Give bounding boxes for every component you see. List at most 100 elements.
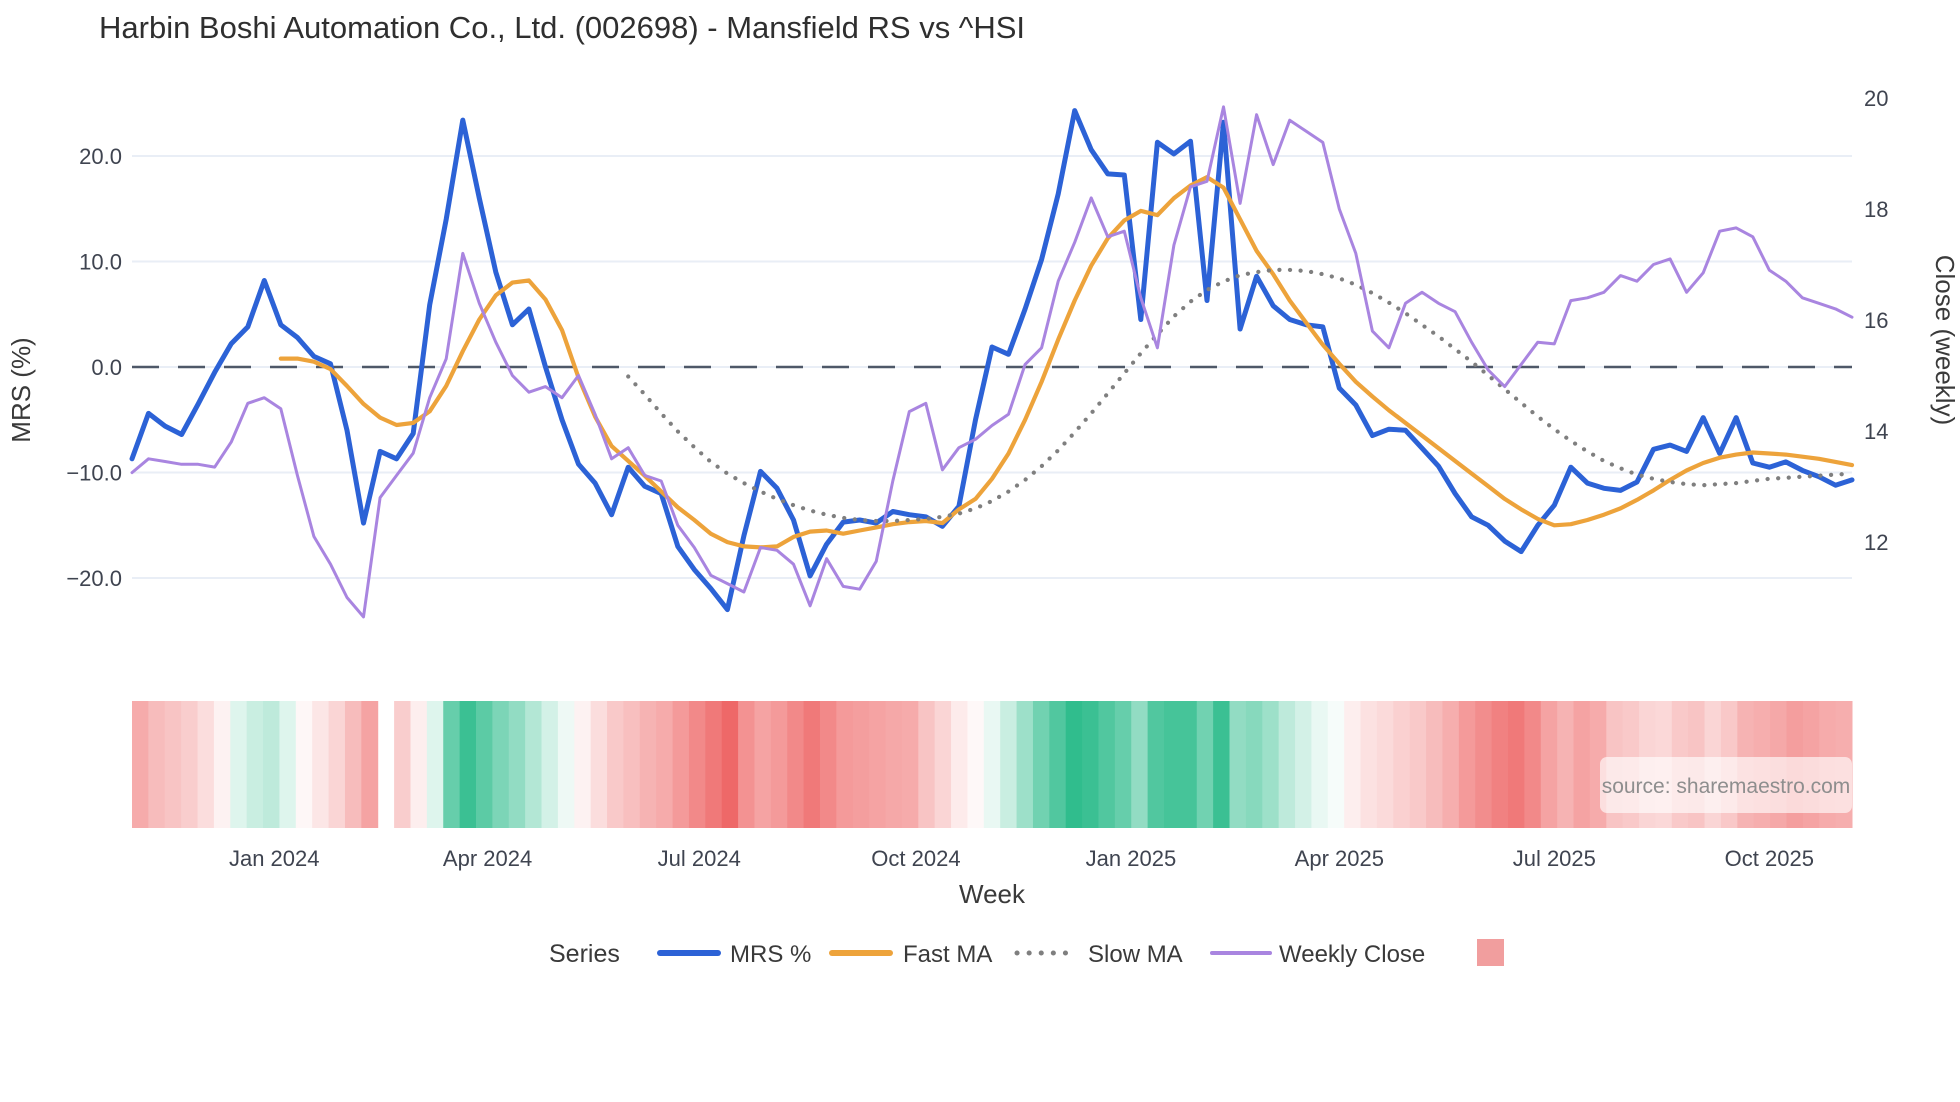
series-lines [129, 105, 1855, 619]
heatmap-cell [1540, 701, 1558, 828]
gridlines [132, 155, 1852, 579]
legend-item-mrs-[interactable]: MRS % [657, 941, 811, 968]
x-tick-label: Apr 2024 [443, 846, 532, 871]
heatmap-cell [1065, 701, 1083, 828]
y2-tick-label: 16 [1864, 308, 1888, 333]
heatmap-cell [361, 701, 379, 828]
heatmap-cell [885, 701, 903, 828]
heatmap-cell [1147, 701, 1165, 828]
heatmap-cell [967, 701, 985, 828]
heatmap-cell [426, 701, 444, 828]
heatmap-cell [476, 701, 493, 828]
heatmap-cell [656, 701, 674, 828]
heatmap-cell [787, 701, 805, 828]
heatmap-cell [1016, 701, 1034, 828]
y-tick-label: 20.0 [79, 144, 122, 169]
series-line-mrs- [129, 108, 1855, 613]
legend-item-label: Weekly Close [1279, 941, 1425, 968]
heatmap-cell [230, 701, 248, 828]
y-tick-label: 0.0 [91, 355, 122, 380]
heatmap-cell [312, 701, 330, 828]
heatmap-cell [1213, 701, 1231, 828]
series-line-fast-ma [278, 175, 1855, 550]
heatmap-cell [246, 701, 264, 828]
heatmap-cell [148, 701, 166, 828]
heatmap-cell [607, 701, 624, 828]
heatmap-cell [1082, 701, 1099, 828]
heatmap-cell [557, 701, 575, 828]
heatmap-cell [574, 701, 592, 828]
heatmap-cell [1491, 701, 1509, 828]
heatmap-cell [1393, 701, 1411, 828]
heatmap-cell [279, 701, 297, 828]
x-tick-label: Jul 2025 [1513, 846, 1596, 871]
legend-item-weekly-close[interactable]: Weekly Close [1210, 941, 1425, 968]
y-tick-label: −10.0 [66, 461, 122, 486]
source-badge-background [1600, 757, 1852, 813]
heatmap-cell [197, 701, 215, 828]
series-line-slow-ma [626, 267, 1855, 524]
heatmap-cell [639, 701, 657, 828]
x-tick-label: Jan 2025 [1086, 846, 1177, 871]
heatmap-cell [181, 701, 199, 828]
heatmap-cell [1032, 701, 1050, 828]
heatmap-cell [1442, 701, 1460, 828]
x-tick-label: Oct 2025 [1725, 846, 1814, 871]
heatmap-cell [1327, 701, 1345, 828]
heatmap-cell [623, 701, 641, 828]
heatmap-cell [394, 701, 411, 828]
heatmap-cell [672, 701, 690, 828]
heatmap-cell [1131, 701, 1149, 828]
heatmap-strip [132, 701, 1853, 828]
heatmap-cell [820, 701, 837, 828]
heatmap-cell [344, 701, 362, 828]
x-tick-label: Apr 2025 [1295, 846, 1384, 871]
legend-title: Series [549, 940, 620, 968]
heatmap-cell [1376, 701, 1394, 828]
heatmap-cell [1426, 701, 1443, 828]
heatmap-cell [803, 701, 821, 828]
heatmap-cell [1164, 701, 1181, 828]
x-axis-label: Week [959, 879, 1026, 909]
heatmap-cell [492, 701, 510, 828]
heatmap-cell [901, 701, 919, 828]
heatmap-cell [541, 701, 559, 828]
heatmap-cell [721, 701, 739, 828]
heatmap-cell [295, 701, 313, 828]
heatmap-cell [1458, 701, 1476, 828]
heatmap-cell [1475, 701, 1493, 828]
heatmap-cell [443, 701, 461, 828]
legend-item-heatmap[interactable] [1477, 939, 1504, 966]
heatmap-cell [1295, 701, 1312, 828]
heatmap-cell [869, 701, 887, 828]
series-line-weekly-close [130, 105, 1854, 619]
heatmap-cell [525, 701, 543, 828]
heatmap-cell [164, 701, 182, 828]
heatmap-cell [508, 701, 526, 828]
heatmap-cell [1000, 701, 1018, 828]
source-badge: source: sharemaestro.com [1600, 757, 1852, 813]
source-text: source: sharemaestro.com [1602, 775, 1851, 798]
y-tick-label: −20.0 [66, 566, 122, 591]
heatmap-cell [951, 701, 968, 828]
heatmap-cell [1409, 701, 1427, 828]
heatmap-cell [1049, 701, 1067, 828]
heatmap-cell [983, 701, 1001, 828]
heatmap-cell [1196, 701, 1214, 828]
legend-item-slow-ma[interactable]: Slow MA [1014, 941, 1183, 968]
heatmap-cell [688, 701, 706, 828]
heatmap-cell [1360, 701, 1378, 828]
legend-item-fast-ma[interactable]: Fast MA [829, 941, 992, 968]
y2-tick-label: 12 [1864, 530, 1888, 555]
heatmap-cell [1311, 701, 1329, 828]
heatmap-cell [1245, 701, 1263, 828]
heatmap-cell [1524, 701, 1542, 828]
heatmap-cell [590, 701, 608, 828]
heatmap-cell [459, 701, 477, 828]
heatmap-cell [1114, 701, 1132, 828]
heatmap-cell [1344, 701, 1362, 828]
heatmap-cell [770, 701, 788, 828]
y2-tick-label: 14 [1864, 419, 1888, 444]
